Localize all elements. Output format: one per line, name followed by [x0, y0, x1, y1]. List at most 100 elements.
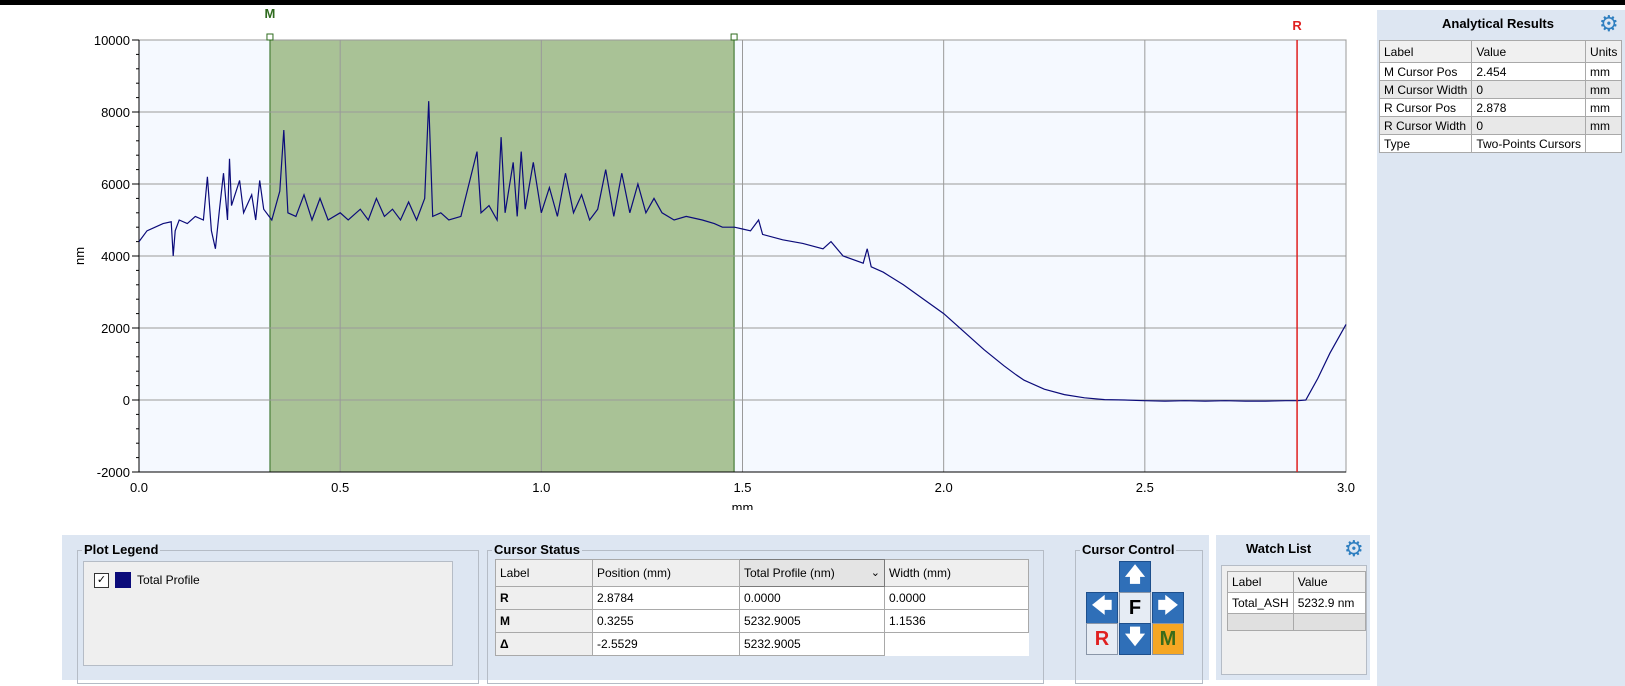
legend-label: Total Profile [137, 573, 200, 587]
legend-list: ✓ Total Profile [83, 561, 453, 666]
m-cursor-button[interactable]: M [1152, 623, 1184, 655]
cell-width[interactable]: 1.1536 [884, 609, 1029, 633]
x-tick-label: 1.5 [733, 480, 751, 495]
move-left-button[interactable]: 🡄 [1086, 592, 1118, 624]
cell-value [1292, 613, 1367, 631]
m-cursor-label: M [265, 6, 276, 21]
cell-total-profile[interactable]: 5232.9005 [739, 609, 885, 633]
column-header-total-profile[interactable]: Total Profile (nm) ⌄ [739, 559, 885, 587]
analytical-results-panel: Analytical Results ⚙ Label Value Units M… [1377, 10, 1625, 686]
cell-label: R [495, 586, 593, 610]
table-row[interactable]: R 2.8784 0.0000 0.0000 [495, 586, 1029, 610]
m-cursor-handle[interactable] [730, 33, 738, 41]
column-header-width[interactable]: Width (mm) [884, 559, 1029, 587]
table-row[interactable]: Total_ASH 5232.9 nm [1227, 592, 1367, 614]
column-header-label[interactable]: Label [495, 559, 593, 587]
cell-units: mm [1585, 116, 1623, 135]
arrow-left-icon: 🡄 [1091, 595, 1113, 617]
arrow-right-icon: 🡆 [1157, 595, 1179, 617]
cursor-status-table: Label Position (mm) Total Profile (nm) ⌄ … [495, 559, 1029, 656]
series-color-swatch [115, 572, 131, 588]
focus-button[interactable]: F [1119, 592, 1151, 624]
arrow-up-icon: 🡅 [1124, 564, 1146, 586]
cell-label: M Cursor Width [1378, 80, 1473, 99]
cell-units: mm [1585, 62, 1623, 81]
x-tick-label: 3.0 [1337, 480, 1355, 495]
arrow-down-icon: 🡇 [1124, 626, 1146, 648]
cell-units: mm [1585, 98, 1623, 117]
y-tick-label: 6000 [101, 177, 130, 192]
r-label: R [1094, 627, 1110, 650]
column-header-value[interactable]: Value [1292, 571, 1367, 593]
bottom-panel: Plot Legend ✓ Total Profile Cursor Statu… [62, 535, 1209, 684]
column-header-units[interactable]: Units [1585, 40, 1623, 63]
cell-value: 0 [1471, 80, 1587, 99]
table-row[interactable]: M Cursor Pos 2.454 mm [1378, 62, 1623, 81]
table-row[interactable]: Type Two-Points Cursors [1378, 134, 1623, 153]
cell-value: 2.454 [1471, 62, 1587, 81]
x-tick-label: 2.5 [1136, 480, 1154, 495]
cell-value: 2.878 [1471, 98, 1587, 117]
y-tick-label: -2000 [97, 465, 130, 480]
y-tick-label: 10000 [94, 33, 130, 48]
column-header-label[interactable]: Label [1378, 40, 1473, 63]
chevron-down-icon[interactable]: ⌄ [870, 567, 880, 579]
cell-units [1585, 134, 1623, 153]
top-bar [0, 0, 1625, 5]
cell-label: Δ [495, 632, 593, 656]
gear-icon[interactable]: ⚙ [1599, 11, 1619, 36]
cell-position[interactable]: 2.8784 [592, 586, 740, 610]
m-cursor-handle[interactable] [266, 33, 274, 41]
move-right-button[interactable]: 🡆 [1152, 592, 1184, 624]
analytical-results-title: Analytical Results [1442, 16, 1554, 31]
cell-total-profile[interactable]: 0.0000 [739, 586, 885, 610]
cell-position[interactable]: 0.3255 [592, 609, 740, 633]
series-line-total-profile [138, 101, 1347, 402]
column-header-label[interactable]: Label [1227, 571, 1294, 593]
cell-total-profile[interactable]: 5232.9005 [739, 632, 885, 656]
table-row[interactable]: R Cursor Pos 2.878 mm [1378, 98, 1623, 117]
cell-value: Two-Points Cursors [1471, 134, 1587, 153]
checkbox[interactable]: ✓ [94, 572, 109, 588]
cursor-status-title: Cursor Status [492, 542, 582, 557]
watch-list-box: Label Value Total_ASH 5232.9 nm [1221, 565, 1367, 675]
cell-label: M [495, 609, 593, 633]
y-tick-label: 2000 [101, 321, 130, 336]
column-header-value[interactable]: Value [1471, 40, 1587, 63]
table-row[interactable]: Δ -2.5529 5232.9005 [495, 632, 1029, 656]
table-row[interactable]: R Cursor Width 0 mm [1378, 116, 1623, 135]
x-axis-label: mm [732, 500, 754, 510]
cursor-control-group: Cursor Control 🡅 🡄 F 🡆 R 🡇 M [1075, 542, 1203, 684]
legend-item-total-profile[interactable]: ✓ Total Profile [94, 572, 200, 588]
focus-label: F [1128, 596, 1142, 619]
x-tick-label: 0.0 [130, 480, 148, 495]
y-tick-label: 8000 [101, 105, 130, 120]
column-header-position[interactable]: Position (mm) [592, 559, 740, 587]
analytical-results-table: Label Value Units M Cursor Pos 2.454 mm … [1378, 40, 1623, 153]
cell-label: R Cursor Pos [1378, 98, 1473, 117]
x-tick-label: 1.0 [532, 480, 550, 495]
cursor-control-title: Cursor Control [1080, 542, 1177, 557]
x-tick-label: 2.0 [935, 480, 953, 495]
watch-list-title: Watch List [1246, 541, 1312, 556]
profile-chart[interactable]: 0.0 0.5 1.0 1.5 2.0 2.5 3.0 -2000 0 2000 4000 6000 8… [0, 0, 1377, 510]
table-row[interactable]: M 0.3255 5232.9005 1.1536 [495, 609, 1029, 633]
cell-position[interactable]: -2.5529 [592, 632, 740, 656]
cell-units: mm [1585, 80, 1623, 99]
gear-icon[interactable]: ⚙ [1344, 536, 1364, 561]
r-cursor-button[interactable]: R [1086, 623, 1118, 655]
table-row-empty[interactable] [1227, 613, 1367, 631]
r-cursor-label: R [1292, 18, 1302, 33]
watch-list-table: Label Value Total_ASH 5232.9 nm [1227, 571, 1367, 631]
plot-legend-group: Plot Legend ✓ Total Profile [77, 542, 479, 684]
cell-label [1227, 613, 1294, 631]
move-down-button[interactable]: 🡇 [1119, 623, 1151, 655]
cell-width[interactable]: 0.0000 [884, 586, 1029, 610]
move-up-button[interactable]: 🡅 [1119, 561, 1151, 593]
table-row[interactable]: M Cursor Width 0 mm [1378, 80, 1623, 99]
cell-label: Type [1378, 134, 1473, 153]
y-axis-label: nm [72, 247, 87, 265]
watch-list-panel: Watch List ⚙ Label Value Total_ASH 5232.… [1216, 535, 1370, 680]
cell-width [885, 633, 1029, 656]
cell-label: Total_ASH [1227, 592, 1294, 614]
